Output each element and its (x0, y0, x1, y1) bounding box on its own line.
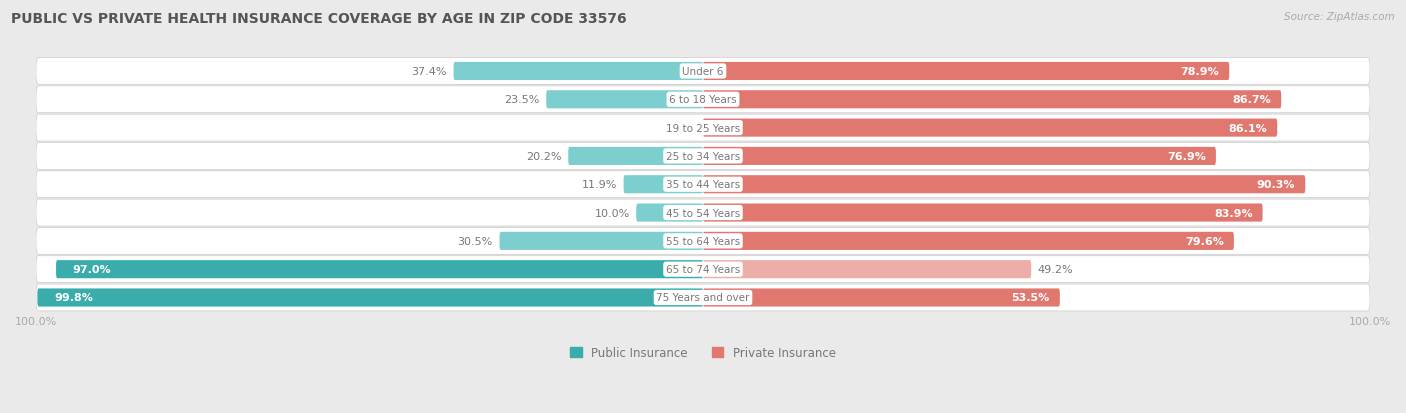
Text: 10.0%: 10.0% (595, 208, 630, 218)
Text: 25 to 34 Years: 25 to 34 Years (666, 152, 740, 161)
Text: 65 to 74 Years: 65 to 74 Years (666, 265, 740, 275)
FancyBboxPatch shape (37, 58, 1369, 85)
Text: Under 6: Under 6 (682, 67, 724, 77)
Text: 90.3%: 90.3% (1257, 180, 1295, 190)
Text: 37.4%: 37.4% (412, 67, 447, 77)
Text: 53.5%: 53.5% (1011, 293, 1050, 303)
Text: Source: ZipAtlas.com: Source: ZipAtlas.com (1284, 12, 1395, 22)
Text: 86.7%: 86.7% (1233, 95, 1271, 105)
Text: 0.0%: 0.0% (665, 123, 693, 133)
FancyBboxPatch shape (499, 232, 703, 250)
Text: 55 to 64 Years: 55 to 64 Years (666, 236, 740, 246)
Text: 99.8%: 99.8% (53, 293, 93, 303)
Text: 19 to 25 Years: 19 to 25 Years (666, 123, 740, 133)
FancyBboxPatch shape (37, 115, 1369, 142)
FancyBboxPatch shape (37, 87, 1369, 114)
FancyBboxPatch shape (703, 147, 1216, 166)
Text: 30.5%: 30.5% (458, 236, 494, 246)
FancyBboxPatch shape (37, 143, 1369, 170)
Text: 83.9%: 83.9% (1213, 208, 1253, 218)
FancyBboxPatch shape (703, 91, 1281, 109)
Legend: Public Insurance, Private Insurance: Public Insurance, Private Insurance (565, 342, 841, 364)
FancyBboxPatch shape (454, 63, 703, 81)
Text: 35 to 44 Years: 35 to 44 Years (666, 180, 740, 190)
FancyBboxPatch shape (37, 199, 1369, 226)
Text: 86.1%: 86.1% (1229, 123, 1267, 133)
FancyBboxPatch shape (37, 228, 1369, 255)
FancyBboxPatch shape (624, 176, 703, 194)
Text: 97.0%: 97.0% (73, 265, 111, 275)
Text: 79.6%: 79.6% (1185, 236, 1223, 246)
FancyBboxPatch shape (568, 147, 703, 166)
Text: 20.2%: 20.2% (526, 152, 561, 161)
FancyBboxPatch shape (38, 289, 703, 307)
Text: 11.9%: 11.9% (582, 180, 617, 190)
FancyBboxPatch shape (703, 289, 1060, 307)
FancyBboxPatch shape (703, 261, 1031, 279)
FancyBboxPatch shape (703, 204, 1263, 222)
Text: 76.9%: 76.9% (1167, 152, 1206, 161)
FancyBboxPatch shape (703, 176, 1305, 194)
Text: 75 Years and over: 75 Years and over (657, 293, 749, 303)
Text: 49.2%: 49.2% (1038, 265, 1073, 275)
Text: 45 to 54 Years: 45 to 54 Years (666, 208, 740, 218)
FancyBboxPatch shape (703, 63, 1229, 81)
FancyBboxPatch shape (637, 204, 703, 222)
FancyBboxPatch shape (56, 261, 703, 279)
Text: 23.5%: 23.5% (505, 95, 540, 105)
FancyBboxPatch shape (37, 285, 1369, 311)
FancyBboxPatch shape (546, 91, 703, 109)
Text: 6 to 18 Years: 6 to 18 Years (669, 95, 737, 105)
Text: PUBLIC VS PRIVATE HEALTH INSURANCE COVERAGE BY AGE IN ZIP CODE 33576: PUBLIC VS PRIVATE HEALTH INSURANCE COVER… (11, 12, 627, 26)
FancyBboxPatch shape (703, 232, 1234, 250)
Text: 78.9%: 78.9% (1181, 67, 1219, 77)
FancyBboxPatch shape (703, 119, 1277, 138)
FancyBboxPatch shape (37, 171, 1369, 198)
FancyBboxPatch shape (37, 256, 1369, 283)
